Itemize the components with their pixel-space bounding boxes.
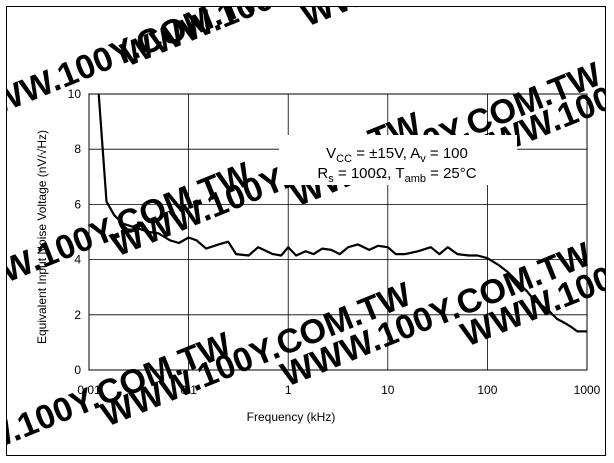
annotation-line-2: Rs = 100Ω, Tamb = 25°C <box>317 165 476 185</box>
x-tick-label: 10 <box>381 383 395 397</box>
x-tick-labels: 0.01 0.1 1 10 100 1000 <box>77 383 600 397</box>
y-tick-label: 0 <box>74 363 81 377</box>
x-tick-label: 100 <box>477 383 497 397</box>
annotation-background <box>279 135 517 185</box>
x-tick-label: 0.01 <box>77 383 101 397</box>
noise-voltage-chart: WWW.100Y.COM.TWWWW.100Y.COM.TWWWW.100Y.C… <box>7 7 605 455</box>
plot-area <box>88 93 588 371</box>
y-tick-label: 8 <box>74 142 81 156</box>
y-tick-labels: 0 2 4 6 8 10 <box>68 87 82 377</box>
series-line <box>97 93 587 333</box>
y-tick-label: 6 <box>74 197 81 211</box>
x-axis-label: Frequency (kHz) <box>247 410 336 424</box>
x-tick-label: 0.1 <box>180 383 197 397</box>
watermark-text: WWW.100Y.COM.TW <box>296 7 605 34</box>
y-tick-label: 4 <box>74 253 81 267</box>
y-tick-label: 10 <box>68 87 82 101</box>
y-axis-label: Equivalent Input Noise Voltage (nV/√Hz) <box>35 130 49 344</box>
y-tick-label: 2 <box>74 308 81 322</box>
x-tick-label: 1 <box>285 383 292 397</box>
chart-frame: WWW.100Y.COM.TW WWW.100Y.COM.TW WWW.100Y.C… <box>6 6 606 456</box>
x-tick-label: 1000 <box>574 383 601 397</box>
annotation-line-1: VCC = ±15V, Av = 100 <box>326 145 468 165</box>
